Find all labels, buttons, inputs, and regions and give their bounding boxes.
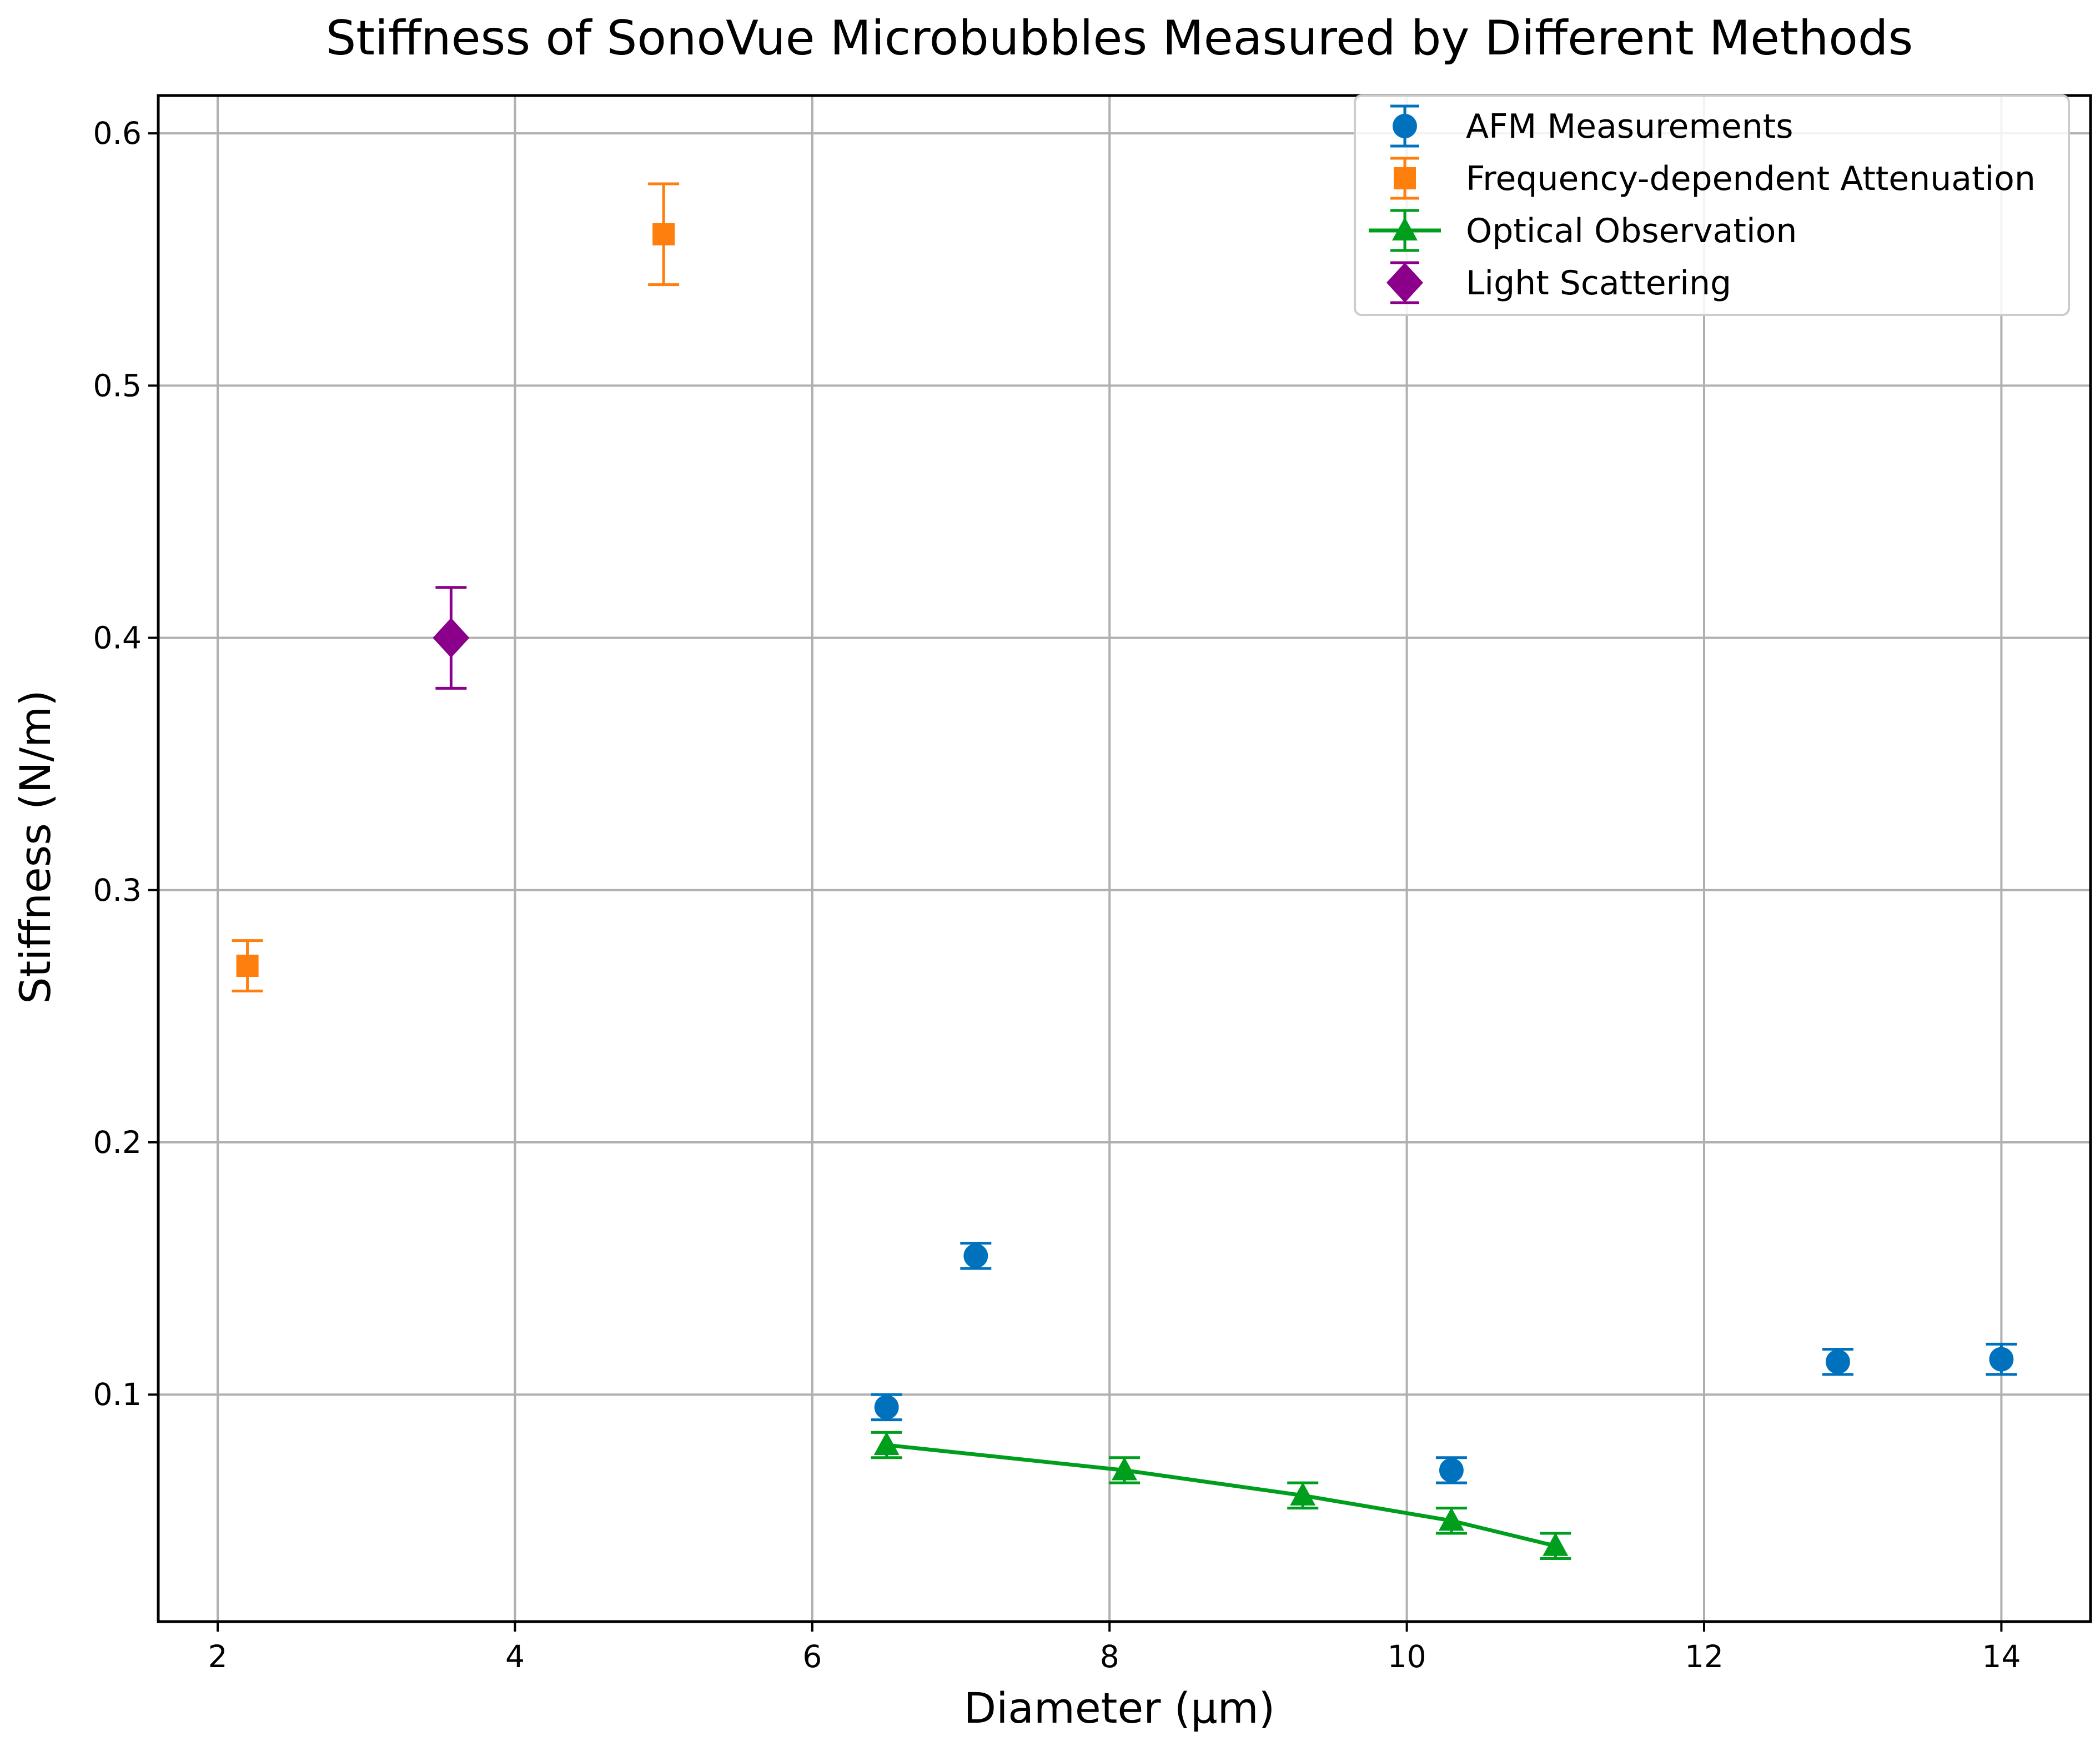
y-tick-label: 0.1 bbox=[93, 1377, 142, 1412]
y-axis-label: Stiffness (N/m) bbox=[11, 690, 60, 1004]
x-tick-label: 10 bbox=[1388, 1639, 1426, 1674]
grid bbox=[158, 96, 2091, 1622]
legend-entry: AFM Measurements bbox=[1390, 104, 1793, 148]
data-point bbox=[1290, 1482, 1316, 1506]
x-tick-label: 6 bbox=[802, 1639, 822, 1674]
legend-label: Frequency-dependent Attenuation bbox=[1466, 159, 2036, 198]
data-point bbox=[963, 1243, 988, 1268]
legend-marker bbox=[1393, 114, 1417, 138]
data-point bbox=[1439, 1458, 1464, 1483]
y-tick-label: 0.3 bbox=[93, 872, 142, 908]
legend-frame bbox=[1354, 94, 2070, 316]
legend-label: Optical Observation bbox=[1466, 212, 1797, 250]
data-point bbox=[1989, 1347, 2014, 1372]
data-point bbox=[1112, 1457, 1137, 1481]
series-triangle bbox=[871, 1431, 1571, 1560]
legend-label: AFM Measurements bbox=[1466, 107, 1793, 146]
y-tick-label: 0.6 bbox=[93, 116, 142, 151]
legend: AFM Measurements Frequency-dependent Atte… bbox=[1354, 94, 2070, 316]
x-axis-label: Diameter (µm) bbox=[964, 1683, 1275, 1733]
plot-frame bbox=[157, 94, 2092, 1623]
data-point bbox=[873, 1432, 900, 1456]
legend-entries: AFM Measurements Frequency-dependent Atte… bbox=[1369, 104, 2036, 304]
ticks: 2 4 6 8 10 12 14 0.1 0.2 0.3 0.4 0.5 0.6 bbox=[93, 116, 2021, 1674]
y-tick-label: 0.5 bbox=[93, 368, 142, 403]
legend-entry: Frequency-dependent Attenuation bbox=[1390, 157, 2036, 200]
series-layer bbox=[232, 182, 2017, 1560]
data-point bbox=[1825, 1349, 1850, 1374]
chart-title: Stiffness of SonoVue Microbubbles Measur… bbox=[326, 11, 1913, 66]
series-square bbox=[232, 182, 680, 992]
y-tick-label: 0.4 bbox=[93, 620, 142, 656]
x-tick-label: 12 bbox=[1685, 1639, 1724, 1674]
x-tick-label: 4 bbox=[505, 1639, 525, 1674]
data-point bbox=[433, 618, 470, 658]
data-point bbox=[236, 955, 259, 977]
legend-entry: Light Scattering bbox=[1386, 261, 1731, 304]
series-diamond bbox=[433, 586, 470, 690]
x-tick-label: 8 bbox=[1100, 1639, 1119, 1674]
data-point bbox=[1438, 1507, 1464, 1531]
data-point bbox=[652, 223, 675, 245]
series-circle bbox=[871, 1242, 2017, 1484]
x-tick-label: 2 bbox=[208, 1639, 228, 1674]
y-tick-label: 0.2 bbox=[93, 1125, 142, 1160]
legend-entry: Optical Observation bbox=[1369, 209, 1797, 252]
legend-marker bbox=[1392, 217, 1418, 240]
legend-marker bbox=[1394, 167, 1416, 189]
data-point bbox=[874, 1394, 899, 1419]
legend-marker bbox=[1386, 263, 1423, 303]
legend-label: Light Scattering bbox=[1466, 264, 1731, 303]
x-tick-label: 14 bbox=[1982, 1639, 2021, 1674]
data-point bbox=[1543, 1532, 1569, 1556]
